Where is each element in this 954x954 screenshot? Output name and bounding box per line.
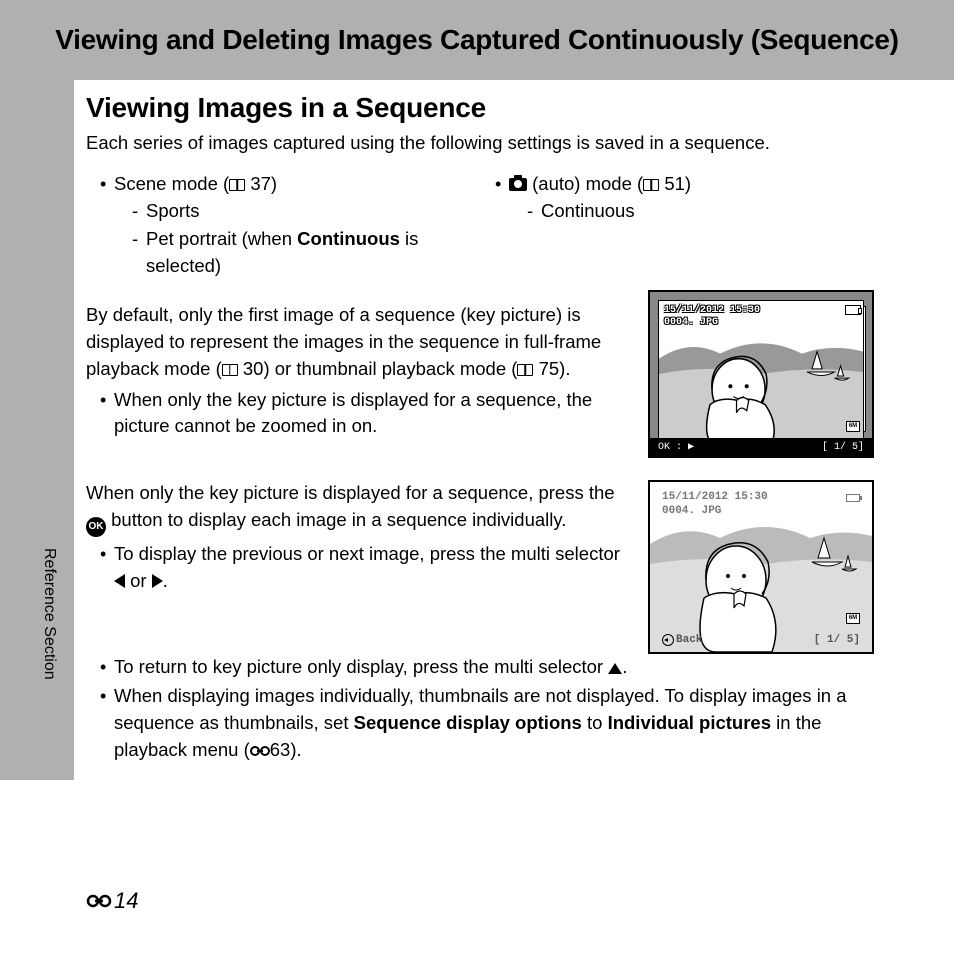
ref: 30	[243, 358, 264, 379]
up-arrow-icon	[608, 663, 622, 674]
battery-icon	[846, 494, 860, 502]
text: )	[271, 173, 277, 194]
bold-text: Continuous	[297, 228, 400, 249]
text: (auto) mode (	[527, 173, 643, 194]
lcd-preview-individual: 15/11/2012 15:30 0004. JPG 6M Back [ 1/ …	[648, 480, 874, 654]
ref: 51	[664, 173, 685, 194]
page-header: Viewing and Deleting Images Captured Con…	[0, 0, 954, 80]
book-icon	[643, 179, 659, 191]
right-arrow-icon	[152, 574, 163, 588]
ok-hint: OK : ▶	[658, 441, 694, 453]
text-with-lcd-2: When only the key picture is displayed f…	[86, 480, 876, 654]
osd-file: 0004. JPG	[664, 316, 718, 329]
sub-item: Continuous	[527, 198, 876, 225]
ref: 37	[250, 173, 271, 194]
lcd-infobar: OK : ▶ [ 1/ 5]	[650, 438, 872, 456]
link-page-icon	[86, 893, 112, 909]
sub-item: Sports	[132, 198, 481, 225]
page-title: Viewing and Deleting Images Captured Con…	[55, 24, 898, 56]
counter: [ 1/ 5]	[822, 442, 864, 453]
text: ).	[290, 739, 301, 760]
content-area: Viewing Images in a Sequence Each series…	[86, 92, 876, 765]
bullet-item: To display the previous or next image, p…	[100, 541, 634, 595]
bold-text: Sequence display options	[354, 712, 582, 733]
text: )	[685, 173, 691, 194]
sub-item: Pet portrait (when Continuous is selecte…	[132, 226, 481, 280]
section-title: Viewing Images in a Sequence	[86, 92, 876, 124]
intro-text: Each series of images captured using the…	[86, 130, 876, 157]
bullet-item: To return to key picture only display, p…	[100, 654, 876, 681]
bullet-auto-mode: (auto) mode ( 51) Continuous	[495, 171, 876, 225]
book-icon	[222, 364, 238, 376]
lcd-infobar: Back [ 1/ 5]	[650, 634, 872, 646]
quality-icon: 6M	[846, 421, 860, 432]
book-icon	[517, 364, 533, 376]
sidebar-tab	[0, 0, 74, 780]
text: or	[125, 570, 152, 591]
ref: 75	[539, 358, 560, 379]
text: To return to key picture only display, p…	[114, 656, 608, 677]
paragraph-1: By default, only the first image of a se…	[86, 302, 634, 382]
text: To display the previous or next image, p…	[114, 543, 620, 564]
paragraph-2: When only the key picture is displayed f…	[86, 480, 634, 537]
text: ).	[559, 358, 570, 379]
ref: 63	[270, 739, 291, 760]
bold-text: Individual pictures	[608, 712, 771, 733]
link-reference-icon	[250, 745, 270, 757]
page-number-text: 14	[114, 888, 138, 914]
right-column: (auto) mode ( 51) Continuous	[481, 171, 876, 282]
lcd-preview-sequence: 15/11/2012 15:30 0004. JPG 6M OK : ▶ [ 1…	[648, 290, 874, 458]
bullet-columns: Scene mode ( 37) Sports Pet portrait (wh…	[86, 171, 876, 282]
counter: [ 1/ 5]	[814, 634, 860, 646]
page-number: 14	[86, 888, 138, 914]
bullets-continued: To return to key picture only display, p…	[86, 654, 876, 763]
text: Pet portrait (when	[146, 228, 297, 249]
text: .	[622, 656, 627, 677]
manual-page: Reference Section Viewing and Deleting I…	[0, 0, 954, 954]
bullet-item: When only the key picture is displayed f…	[100, 387, 634, 441]
osd-date: 15/11/2012 15:30	[662, 490, 768, 504]
bullet-item: When displaying images individually, thu…	[100, 683, 876, 763]
bullet-scene-mode: Scene mode ( 37) Sports Pet portrait (wh…	[100, 171, 481, 280]
sidebar-label: Reference Section	[40, 548, 58, 680]
text: Scene mode (	[114, 173, 229, 194]
left-column: Scene mode ( 37) Sports Pet portrait (wh…	[86, 171, 481, 282]
text: button to display each image in a sequen…	[106, 509, 566, 530]
text: When only the key picture is displayed f…	[86, 482, 615, 503]
quality-icon: 6M	[846, 613, 860, 624]
ok-icon: OK	[86, 517, 106, 537]
text-with-lcd-1: By default, only the first image of a se…	[86, 290, 876, 476]
book-icon	[229, 179, 245, 191]
osd-file: 0004. JPG	[662, 504, 721, 518]
back-hint: Back	[662, 634, 702, 646]
left-arrow-icon	[114, 574, 125, 588]
text: .	[163, 570, 168, 591]
text: to	[582, 712, 608, 733]
text: ) or thumbnail playback mode (	[263, 358, 517, 379]
battery-icon	[846, 306, 860, 314]
camera-icon	[509, 178, 527, 191]
